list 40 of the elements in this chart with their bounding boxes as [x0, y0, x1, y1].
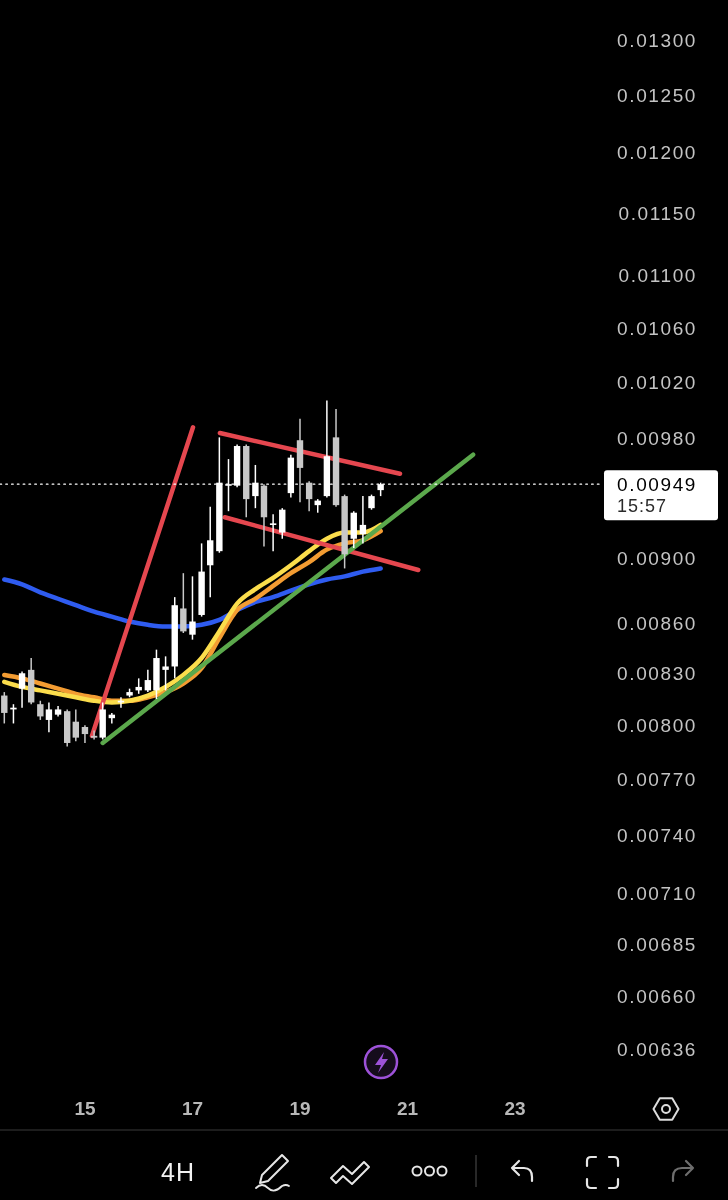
- y-tick-label: 0.01150: [618, 202, 697, 224]
- candlestick: [1, 691, 8, 725]
- y-tick-label: 0.01020: [617, 371, 697, 393]
- y-tick-label: 0.01100: [618, 265, 697, 287]
- x-tick-label: 19: [289, 1097, 311, 1119]
- x-tick-label: 21: [396, 1097, 419, 1119]
- candlestick: [90, 729, 98, 741]
- candlestick: [144, 669, 152, 693]
- candlestick: [45, 701, 53, 734]
- y-tick-label: 0.00685: [617, 933, 697, 955]
- y-tick-label: 0.00660: [617, 986, 697, 1008]
- candlestick: [359, 495, 367, 545]
- y-tick-label: 0.00900: [617, 548, 697, 570]
- candlestick: [18, 670, 26, 709]
- y-tick-label: 0.01300: [617, 29, 697, 51]
- candlestick: [269, 513, 277, 552]
- x-tick-label: 23: [504, 1097, 526, 1119]
- y-tick-label: 0.00710: [617, 883, 697, 905]
- candlestick: [37, 699, 44, 721]
- text: 4H: [161, 1158, 195, 1186]
- y-tick-label: 0.00980: [617, 428, 697, 450]
- y-tick-label: 0.00800: [617, 714, 697, 736]
- candlestick: [72, 708, 80, 742]
- candlestick: [180, 572, 187, 634]
- x-tick-label: 17: [181, 1097, 204, 1119]
- y-tick-label: 0.00830: [617, 662, 697, 684]
- candlestick: [162, 655, 169, 692]
- y-tick-label: 0.01200: [617, 142, 697, 164]
- x-tick-label: 15: [74, 1097, 96, 1119]
- y-tick-label: 0.01250: [617, 84, 697, 106]
- y-tick-label: 0.00860: [617, 612, 697, 634]
- y-tick-label: 0.00636: [617, 1038, 697, 1060]
- candlestick: [189, 575, 196, 641]
- y-tick-label: 0.01060: [617, 317, 697, 339]
- ref-line-label: 0.00949: [617, 473, 697, 495]
- candlestick: [279, 507, 286, 540]
- text: 15:57: [617, 496, 668, 517]
- candlestick: [305, 480, 313, 512]
- y-tick-label: 0.00770: [617, 768, 697, 790]
- y-tick-label: 0.00740: [617, 824, 697, 846]
